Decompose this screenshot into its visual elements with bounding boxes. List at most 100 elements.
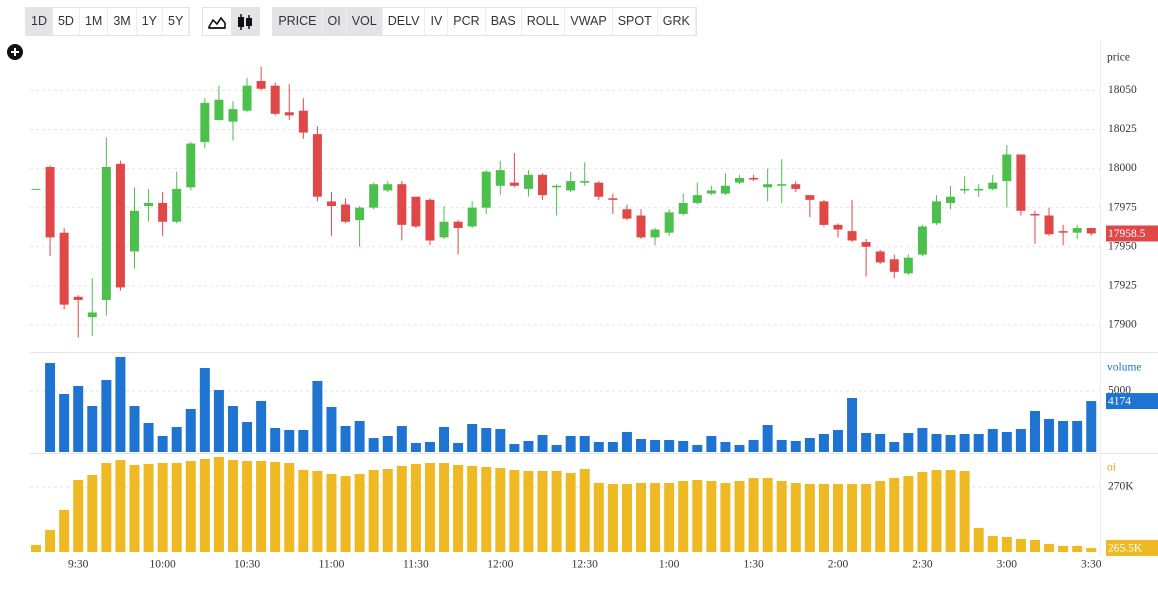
bar bbox=[762, 477, 773, 552]
indicator-button[interactable]: IV bbox=[425, 8, 449, 35]
bar bbox=[636, 482, 647, 552]
bar bbox=[87, 406, 98, 452]
bar bbox=[73, 479, 84, 552]
bar bbox=[931, 434, 942, 452]
y-tick-label: 17900 bbox=[1108, 319, 1137, 331]
candle-body bbox=[200, 102, 210, 142]
bar bbox=[185, 408, 196, 452]
value-tag-label: 265.5K bbox=[1108, 543, 1143, 555]
bar bbox=[945, 435, 956, 452]
bar bbox=[706, 480, 717, 552]
bar bbox=[481, 466, 492, 552]
candle-style-button[interactable] bbox=[231, 8, 260, 35]
bar bbox=[1044, 543, 1055, 552]
indicator-button[interactable]: SPOT bbox=[613, 8, 658, 35]
bar bbox=[804, 483, 815, 552]
bar bbox=[551, 444, 562, 452]
range-button[interactable]: 1M bbox=[80, 8, 109, 35]
candle-body bbox=[777, 184, 787, 186]
candle-body bbox=[678, 202, 688, 214]
value-tag bbox=[1106, 539, 1158, 556]
bar bbox=[424, 462, 435, 552]
candle-icon bbox=[238, 13, 253, 30]
bar bbox=[875, 434, 886, 452]
bar bbox=[326, 473, 337, 552]
bar bbox=[73, 385, 84, 452]
area-icon bbox=[208, 16, 227, 29]
candle-body bbox=[214, 99, 224, 121]
indicator-button[interactable]: BAS bbox=[486, 8, 522, 35]
indicator-button[interactable]: PCR bbox=[448, 8, 486, 35]
indicator-button[interactable]: PRICE bbox=[273, 8, 323, 35]
candle-body bbox=[101, 167, 111, 300]
bar bbox=[59, 509, 70, 552]
value-tag-label: 4174 bbox=[1108, 396, 1131, 408]
candle-body bbox=[270, 85, 280, 114]
bar bbox=[171, 426, 182, 452]
bar bbox=[889, 441, 900, 452]
bar bbox=[481, 428, 492, 452]
candle-body bbox=[369, 184, 379, 208]
price-tag-label: 17958.5 bbox=[1108, 228, 1146, 240]
bar bbox=[410, 463, 421, 552]
candle-body bbox=[73, 296, 83, 300]
bar bbox=[396, 465, 407, 552]
value-tag bbox=[1106, 393, 1158, 410]
indicator-button[interactable]: VWAP bbox=[565, 8, 613, 35]
range-button[interactable]: 3M bbox=[108, 8, 137, 35]
candle-body bbox=[875, 251, 885, 263]
range-button[interactable]: 1Y bbox=[137, 8, 164, 35]
bar bbox=[734, 480, 745, 552]
candle-body bbox=[594, 182, 604, 197]
candle-body bbox=[1072, 228, 1082, 233]
zoom-button[interactable] bbox=[7, 44, 23, 60]
bar bbox=[453, 442, 464, 452]
indicator-button[interactable]: ROLL bbox=[522, 8, 566, 35]
bar bbox=[1058, 545, 1069, 552]
bar bbox=[31, 544, 41, 552]
x-tick-label: 2:00 bbox=[828, 559, 849, 571]
y-tick-label: 270K bbox=[1108, 481, 1134, 493]
x-tick-label: 1:30 bbox=[743, 559, 764, 571]
indicator-button[interactable]: OI bbox=[322, 8, 347, 35]
candle-body bbox=[960, 188, 970, 191]
bar bbox=[593, 441, 604, 452]
area-style-button[interactable] bbox=[203, 8, 231, 35]
bar bbox=[762, 424, 773, 452]
bar bbox=[734, 444, 745, 452]
bar bbox=[804, 437, 815, 452]
bar bbox=[607, 441, 618, 452]
candle-body bbox=[144, 202, 154, 207]
y-tick-label: 18050 bbox=[1108, 84, 1137, 96]
candle-body bbox=[538, 174, 548, 196]
bar bbox=[973, 527, 984, 552]
indicator-button[interactable]: GRK bbox=[658, 8, 696, 35]
candle-body bbox=[298, 110, 308, 133]
bar bbox=[101, 462, 112, 552]
bar bbox=[847, 483, 858, 552]
bar bbox=[959, 434, 970, 452]
candle-body bbox=[636, 215, 646, 238]
indicator-button[interactable]: DELV bbox=[383, 8, 426, 35]
range-button[interactable]: 5Y bbox=[163, 8, 190, 35]
range-button[interactable]: 5D bbox=[53, 8, 80, 35]
candle-body bbox=[819, 201, 829, 225]
bar bbox=[1001, 536, 1012, 552]
bar bbox=[284, 430, 295, 452]
range-button[interactable]: 1D bbox=[26, 8, 53, 35]
bar bbox=[579, 436, 590, 452]
candle-body bbox=[425, 199, 435, 241]
x-tick-label: 1:00 bbox=[659, 559, 680, 571]
bar bbox=[692, 444, 703, 452]
candle-body bbox=[988, 182, 998, 189]
candle-body bbox=[889, 259, 899, 272]
x-tick-label: 12:30 bbox=[572, 559, 598, 571]
bar bbox=[523, 440, 534, 452]
candle-body bbox=[552, 185, 562, 188]
bar bbox=[467, 465, 478, 552]
indicator-button[interactable]: VOL bbox=[346, 8, 383, 35]
bar bbox=[565, 436, 576, 452]
x-tick-label: 12:00 bbox=[487, 559, 513, 571]
bar bbox=[495, 429, 506, 452]
bar bbox=[312, 380, 323, 452]
